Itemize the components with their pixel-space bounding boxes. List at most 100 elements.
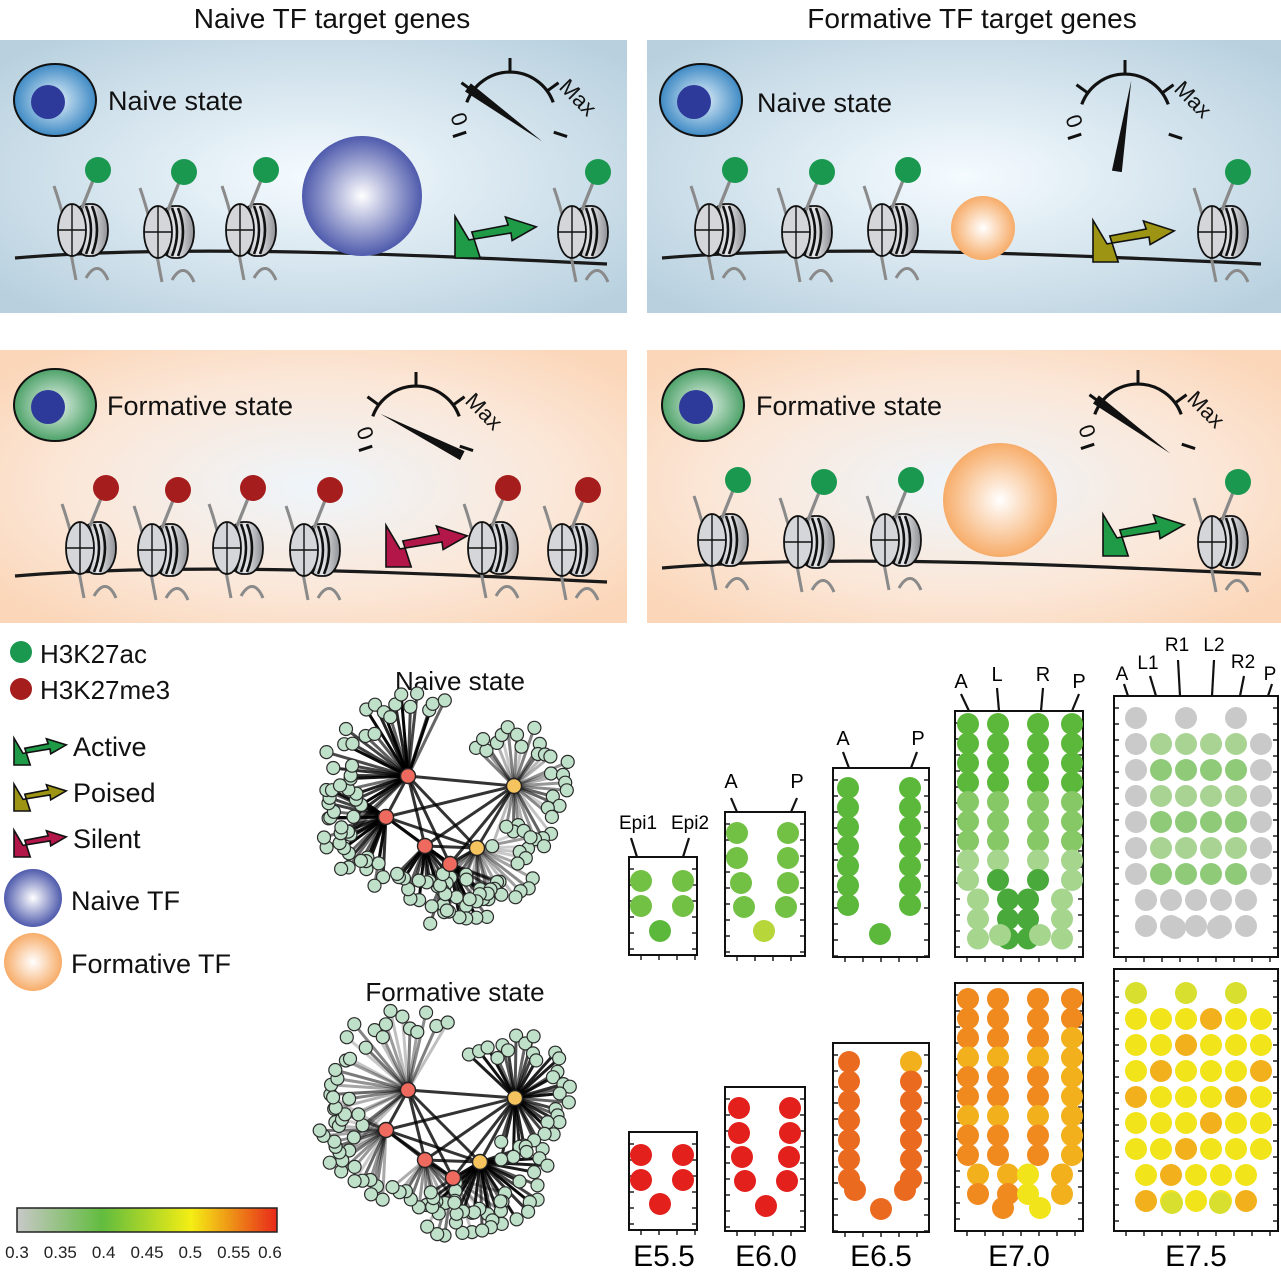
title-formative-tf-targets: Formative TF target genes xyxy=(807,3,1136,34)
expression-cell xyxy=(1051,1163,1073,1186)
network-node xyxy=(430,1226,445,1242)
expression-cell xyxy=(1225,1034,1247,1056)
expression-cell xyxy=(900,1109,922,1132)
network-node xyxy=(480,1040,495,1055)
expression-cell xyxy=(987,771,1009,794)
expression-cell xyxy=(728,1122,750,1144)
network-node xyxy=(410,686,425,701)
network-node xyxy=(423,1185,438,1200)
expression-cell xyxy=(1175,1034,1197,1056)
label-e65-p: P xyxy=(911,728,924,750)
expression-cell xyxy=(1027,771,1049,794)
network-node xyxy=(562,1079,577,1094)
expression-cell xyxy=(1175,1138,1197,1160)
embryo-e55-naive xyxy=(628,856,698,960)
network-edge xyxy=(389,1010,410,1091)
expression-cell xyxy=(1150,1138,1172,1160)
expression-cell xyxy=(957,869,979,891)
legend-h3k27ac-dot xyxy=(10,641,32,663)
expression-cell xyxy=(957,791,979,813)
expression-cell xyxy=(967,927,989,950)
network-node xyxy=(367,726,382,742)
network-edge xyxy=(365,708,410,777)
network-edge xyxy=(512,785,545,839)
expression-cell xyxy=(1027,1124,1049,1147)
expression-cell xyxy=(838,1109,860,1132)
network-edge xyxy=(364,1046,410,1092)
network-edge xyxy=(468,847,479,900)
expression-cell xyxy=(1150,759,1172,781)
h3k27ac-mark xyxy=(1225,159,1251,185)
nucleus-icon xyxy=(677,85,711,119)
nucleus-icon xyxy=(31,85,65,119)
expression-cell xyxy=(1200,1034,1222,1056)
network-node xyxy=(514,739,529,754)
label-leader xyxy=(1210,659,1216,697)
label-e75-r1: R1 xyxy=(1165,635,1189,656)
expression-cell xyxy=(1185,889,1207,911)
network-node xyxy=(551,1051,567,1066)
label-e70-p: P xyxy=(1072,671,1085,693)
expression-cell xyxy=(1051,888,1073,911)
expression-cell xyxy=(899,835,921,858)
network-edge xyxy=(407,1088,516,1100)
embryo-e70-naive xyxy=(954,710,1084,962)
expression-cell xyxy=(1200,1060,1222,1082)
network-edge xyxy=(399,694,410,777)
network-node xyxy=(347,1017,362,1032)
legend-silent-arrow-icon xyxy=(13,827,69,858)
nucleosome xyxy=(1192,159,1251,283)
legend-naive-tf-icon xyxy=(4,869,62,927)
network-hub xyxy=(471,1153,489,1171)
network-node xyxy=(383,1003,398,1019)
label-leader xyxy=(729,797,739,813)
network-node xyxy=(494,1134,509,1149)
nucleosome xyxy=(865,467,924,591)
expression-cell xyxy=(672,895,694,917)
network-hub xyxy=(505,777,523,795)
expression-cell xyxy=(967,888,989,911)
expression-cell xyxy=(672,1169,694,1191)
expression-cell xyxy=(1027,1144,1049,1166)
expression-cell xyxy=(1051,927,1073,950)
network-edge xyxy=(407,774,515,788)
h3k27me3-mark xyxy=(317,477,343,503)
expression-cell xyxy=(899,777,921,799)
network-edge xyxy=(375,1129,388,1187)
network-node xyxy=(385,1179,400,1195)
poised-arrow-shape xyxy=(13,781,69,812)
network-edge xyxy=(361,1088,409,1127)
expression-cell xyxy=(967,1183,989,1205)
expression-cell xyxy=(1225,811,1247,833)
network-edge xyxy=(476,846,530,890)
expression-cell xyxy=(1250,1008,1272,1030)
embryo-e65-naive xyxy=(832,767,930,962)
colorbar: 0.3 0.35 0.4 0.45 0.5 0.55 0.6 xyxy=(5,1207,282,1262)
network-node xyxy=(423,916,438,931)
stage-e70: E7.0 xyxy=(988,1240,1050,1273)
label-e75-r2: R2 xyxy=(1231,652,1255,673)
network-hub xyxy=(377,808,395,826)
network-node xyxy=(526,1029,541,1044)
expression-cell xyxy=(1027,1066,1049,1088)
nucleosome xyxy=(207,475,266,599)
network-node xyxy=(395,1009,410,1024)
colorbar-tick-label: 0.45 xyxy=(130,1243,163,1262)
expression-cell xyxy=(957,1105,979,1127)
stage-e65: E6.5 xyxy=(850,1240,912,1273)
expression-cell xyxy=(1250,785,1272,807)
nucleus-icon xyxy=(31,390,65,424)
embryo-e75-naive xyxy=(1113,695,1279,962)
expression-cell xyxy=(899,855,921,877)
expression-cell xyxy=(1175,707,1197,729)
expression-cell xyxy=(1150,837,1172,859)
network-node xyxy=(523,830,538,845)
expression-cell xyxy=(1164,917,1186,939)
expression-cell xyxy=(987,810,1009,833)
expression-cell xyxy=(1061,1066,1083,1088)
label-e75-p: P xyxy=(1264,664,1277,685)
h3k27ac-mark xyxy=(809,159,835,185)
expression-cell xyxy=(1160,889,1182,911)
network-node xyxy=(440,1015,455,1030)
